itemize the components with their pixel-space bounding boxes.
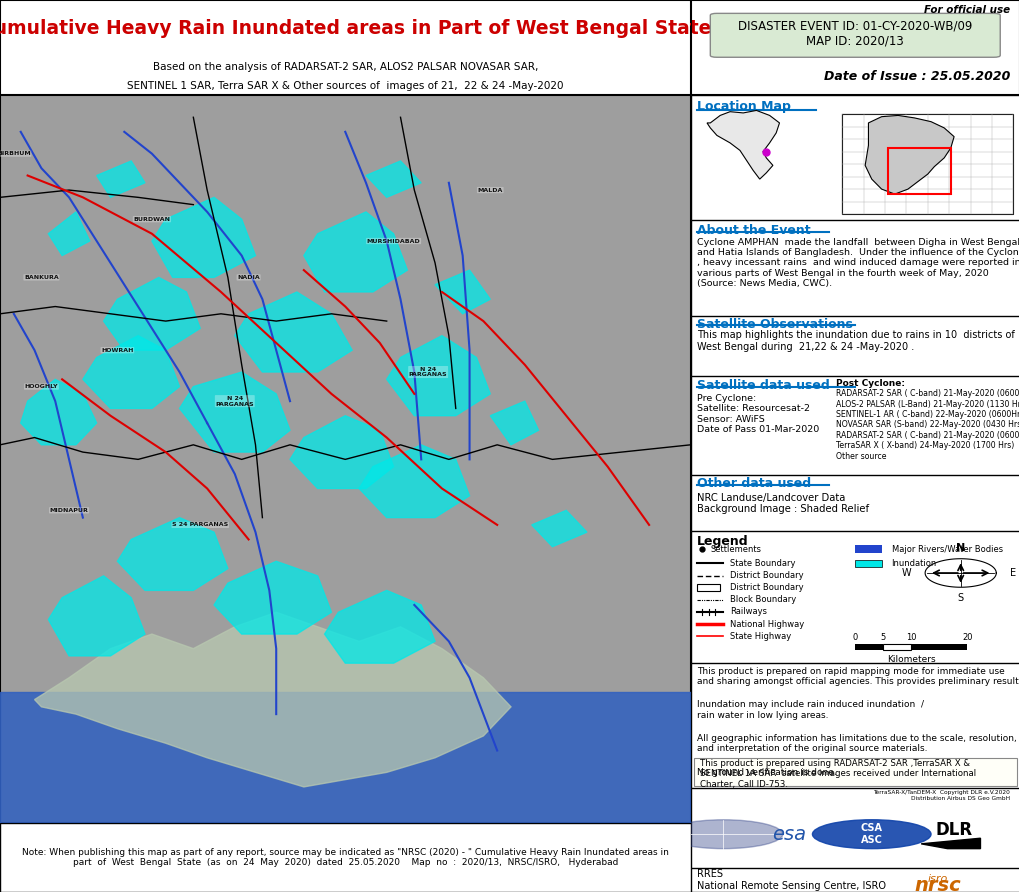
Text: About the Event: About the Event bbox=[696, 224, 810, 237]
Bar bbox=[855, 545, 880, 553]
Text: S: S bbox=[957, 593, 963, 603]
Text: RADARSAT-2 SAR ( C-band) 21-May-2020 (0600 Hrs)
ALOS-2 PALSAR (L-Band) 21-May-20: RADARSAT-2 SAR ( C-band) 21-May-2020 (06… bbox=[835, 389, 1019, 460]
Polygon shape bbox=[97, 161, 145, 197]
Text: N 24
PARGANAS: N 24 PARGANAS bbox=[215, 396, 254, 407]
Text: Kilometers: Kilometers bbox=[887, 655, 934, 664]
Text: State Boundary: State Boundary bbox=[730, 559, 795, 568]
Text: Note: When publishing this map as part of any report, source may be indicated as: Note: When publishing this map as part o… bbox=[21, 848, 668, 867]
Text: Legend: Legend bbox=[696, 534, 748, 548]
Text: CSA
ASC: CSA ASC bbox=[860, 823, 881, 845]
Polygon shape bbox=[152, 197, 255, 277]
Bar bbox=[696, 584, 719, 591]
Text: District Boundary: District Boundary bbox=[730, 583, 803, 592]
Text: MURSHIDABAD: MURSHIDABAD bbox=[367, 238, 420, 244]
Text: This product is prepared on rapid mapping mode for immediate use
and sharing amo: This product is prepared on rapid mappin… bbox=[696, 666, 1019, 686]
Polygon shape bbox=[20, 379, 97, 445]
Text: Other data used: Other data used bbox=[696, 477, 810, 490]
Text: Block Boundary: Block Boundary bbox=[730, 595, 796, 605]
Text: Railways: Railways bbox=[730, 607, 766, 616]
Text: DISASTER EVENT ID: 01-CY-2020-WB/09
MAP ID: 2020/13: DISASTER EVENT ID: 01-CY-2020-WB/09 MAP … bbox=[738, 20, 971, 48]
Text: Satellite data used: Satellite data used bbox=[696, 379, 829, 392]
Polygon shape bbox=[289, 416, 393, 489]
Text: Cyclone AMPHAN  made the landfall  between Digha in West Bengal
and Hatia Island: Cyclone AMPHAN made the landfall between… bbox=[696, 237, 1019, 288]
Text: Settlements: Settlements bbox=[709, 545, 760, 554]
Bar bbox=[842, 114, 1013, 214]
Text: Based on the analysis of RADARSAT-2 SAR, ALOS2 PALSAR NOVASAR SAR,: Based on the analysis of RADARSAT-2 SAR,… bbox=[153, 62, 537, 72]
Text: 0: 0 bbox=[852, 632, 857, 641]
Text: District Boundary: District Boundary bbox=[730, 571, 803, 580]
Bar bbox=[882, 644, 910, 649]
Text: Cumulative Heavy Rain Inundated areas in Part of West Bengal State: Cumulative Heavy Rain Inundated areas in… bbox=[0, 19, 710, 38]
Polygon shape bbox=[104, 277, 200, 351]
Bar bbox=[693, 757, 1016, 787]
Text: For official use: For official use bbox=[923, 4, 1009, 15]
Text: S 24 PARGANAS: S 24 PARGANAS bbox=[172, 523, 228, 527]
Text: 20: 20 bbox=[961, 632, 971, 641]
Polygon shape bbox=[324, 591, 435, 663]
Text: No ground verification is done.: No ground verification is done. bbox=[696, 768, 836, 777]
Text: National Highway: National Highway bbox=[730, 620, 804, 629]
Text: W: W bbox=[901, 568, 910, 578]
Polygon shape bbox=[435, 270, 490, 314]
Polygon shape bbox=[359, 445, 469, 517]
Text: Major Rivers/Water Bodies: Major Rivers/Water Bodies bbox=[891, 545, 1002, 554]
Text: BIRBHUM: BIRBHUM bbox=[0, 151, 31, 156]
Text: MIDNAPUR: MIDNAPUR bbox=[50, 508, 89, 513]
Text: NRC Landuse/Landcover Data
Background Image : Shaded Relief: NRC Landuse/Landcover Data Background Im… bbox=[696, 492, 868, 514]
Text: Date of Issue : 25.05.2020: Date of Issue : 25.05.2020 bbox=[823, 70, 1009, 83]
Polygon shape bbox=[48, 576, 145, 656]
Text: DLR: DLR bbox=[934, 822, 972, 839]
Polygon shape bbox=[706, 111, 779, 179]
Bar bbox=[855, 559, 880, 567]
Polygon shape bbox=[48, 212, 90, 256]
Text: SENTINEL 1 SAR, Terra SAR X & Other sources of  images of 21,  22 & 24 -May-2020: SENTINEL 1 SAR, Terra SAR X & Other sour… bbox=[127, 81, 562, 91]
Circle shape bbox=[663, 820, 782, 848]
Polygon shape bbox=[490, 401, 538, 445]
Polygon shape bbox=[117, 517, 227, 591]
Text: TerraSAR-X/TanDEM-X  Copyright DLR e.V.2020
Distribution Airbus DS Geo GmbH: TerraSAR-X/TanDEM-X Copyright DLR e.V.20… bbox=[872, 790, 1009, 801]
Text: Pre Cyclone:
Satellite: Resourcesat-2
Sensor: AWiFS
Date of Pass 01-Mar-2020: Pre Cyclone: Satellite: Resourcesat-2 Se… bbox=[696, 394, 818, 434]
Text: HOWRAH: HOWRAH bbox=[101, 348, 133, 352]
Bar bbox=[855, 644, 882, 649]
Bar bbox=[888, 148, 950, 194]
Bar bbox=[910, 644, 966, 649]
Polygon shape bbox=[864, 115, 953, 194]
Text: nrsc: nrsc bbox=[913, 877, 960, 892]
Polygon shape bbox=[234, 292, 352, 372]
FancyBboxPatch shape bbox=[709, 13, 1000, 57]
Text: This map highlights the inundation due to rains in 10  districts of
West Bengal : This map highlights the inundation due t… bbox=[696, 330, 1014, 352]
Polygon shape bbox=[83, 335, 179, 409]
Polygon shape bbox=[366, 161, 421, 197]
Text: isro: isro bbox=[926, 874, 947, 884]
Text: 5: 5 bbox=[879, 632, 886, 641]
Polygon shape bbox=[304, 212, 407, 292]
Polygon shape bbox=[920, 838, 979, 848]
Text: 10: 10 bbox=[905, 632, 916, 641]
Text: RRES
National Remote Sensing Centre, ISRO
Dept. of Space, Govt. of India
Hyderab: RRES National Remote Sensing Centre, ISR… bbox=[696, 869, 886, 892]
Text: Inundation: Inundation bbox=[891, 559, 935, 568]
Text: N 24
PARGANAS: N 24 PARGANAS bbox=[409, 367, 447, 377]
Text: NADIA: NADIA bbox=[237, 275, 260, 280]
Text: All geographic information has limitations due to the scale, resolution, date
an: All geographic information has limitatio… bbox=[696, 734, 1019, 754]
Text: BANKURA: BANKURA bbox=[24, 275, 59, 280]
Text: E: E bbox=[1009, 568, 1015, 578]
Polygon shape bbox=[179, 372, 289, 452]
Text: Inundation may include rain induced inundation  /
rain water in low lying areas.: Inundation may include rain induced inun… bbox=[696, 700, 923, 720]
Text: HOOGHLY: HOOGHLY bbox=[24, 384, 58, 389]
Text: Satellite Observations: Satellite Observations bbox=[696, 318, 852, 331]
Text: BURDWAN: BURDWAN bbox=[133, 217, 170, 222]
Text: N: N bbox=[955, 543, 964, 553]
Polygon shape bbox=[0, 692, 690, 823]
Polygon shape bbox=[386, 335, 490, 416]
Text: State Highway: State Highway bbox=[730, 632, 791, 640]
Circle shape bbox=[812, 820, 930, 848]
Text: MALDA: MALDA bbox=[477, 187, 502, 193]
Polygon shape bbox=[531, 510, 586, 547]
Text: Location Map: Location Map bbox=[696, 101, 790, 113]
Text: This product is prepared using RADARSAT-2 SAR ,TerraSAR X &
SENTINEL 1A SAR  sat: This product is prepared using RADARSAT-… bbox=[700, 759, 975, 789]
Polygon shape bbox=[35, 612, 511, 787]
Text: esa: esa bbox=[771, 825, 806, 844]
Polygon shape bbox=[214, 561, 331, 634]
Text: Post Cyclone:: Post Cyclone: bbox=[835, 379, 904, 388]
